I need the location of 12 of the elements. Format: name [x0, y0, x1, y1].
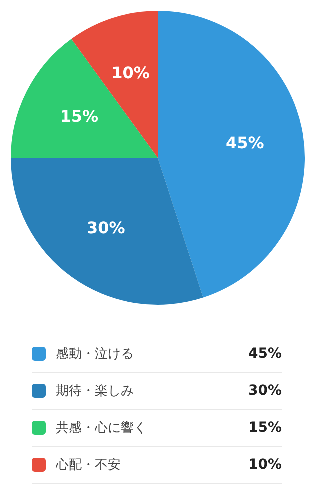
- text: 45%: [248, 346, 282, 362]
- legend-label: 心配・不安: [56, 457, 122, 474]
- data-label: 15%: [60, 107, 99, 126]
- data-label: 30%: [87, 218, 126, 238]
- legend-label: 期待・楽しみ: [56, 383, 135, 400]
- legend-label: 共感・心に響く: [56, 420, 148, 437]
- text: 15%: [248, 420, 282, 436]
- legend-label: 感動・泣ける: [56, 346, 135, 363]
- data-label: 45%: [226, 133, 264, 152]
- text: 30%: [248, 383, 282, 399]
- text: 10%: [248, 457, 282, 473]
- data-label: 10%: [112, 63, 150, 82]
